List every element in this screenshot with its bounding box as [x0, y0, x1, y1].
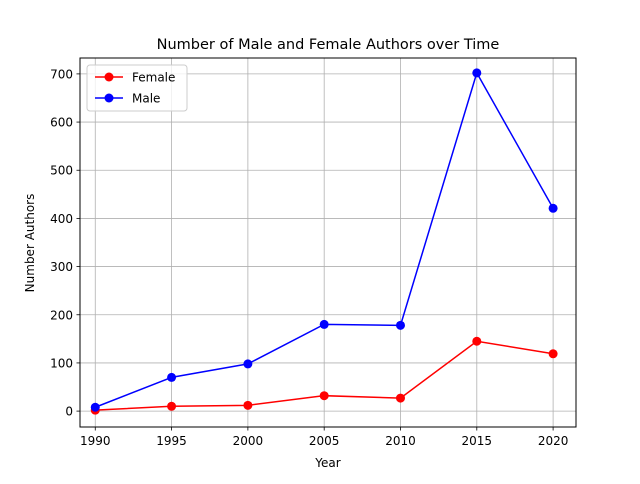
female-data-point	[472, 336, 482, 346]
y-tick-label: 300	[50, 260, 73, 274]
male-data-point	[472, 68, 482, 78]
ticks: 1990 1995 2000 2005 2010 2015 2020 0 100 200 300 40…	[50, 67, 568, 448]
x-tick-label: 1995	[156, 434, 187, 448]
female-data-point	[319, 391, 329, 401]
grid	[80, 58, 576, 427]
male-data-point	[243, 359, 253, 369]
male-legend-marker	[104, 93, 114, 103]
male-data-point	[167, 372, 177, 382]
y-tick-label: 700	[50, 67, 73, 81]
x-tick-label: 2005	[309, 434, 340, 448]
male-data-point	[319, 319, 329, 329]
x-tick-label: 1990	[80, 434, 111, 448]
y-tick-label: 100	[50, 356, 73, 370]
female-legend-label: Female	[132, 71, 175, 85]
male-data-point	[90, 402, 100, 412]
x-tick-label: 2000	[233, 434, 264, 448]
y-tick-label: 600	[50, 116, 73, 130]
y-tick-label: 400	[50, 212, 73, 226]
x-axis-label: Year	[314, 456, 340, 470]
female-data-point	[548, 349, 558, 359]
female-data-point	[395, 393, 405, 403]
female-data-point	[243, 400, 253, 410]
series-layer	[90, 68, 558, 415]
chart-title: Number of Male and Female Authors over T…	[157, 37, 500, 53]
female-legend-marker	[104, 72, 114, 82]
female-data-point	[167, 401, 177, 411]
y-tick-label: 0	[65, 405, 73, 419]
male-legend-label: Male	[132, 92, 160, 106]
x-tick-label: 2015	[462, 434, 493, 448]
x-tick-label: 2020	[538, 434, 569, 448]
y-axis-label: Number Authors	[23, 194, 37, 293]
plot-frame	[79, 57, 577, 428]
male-data-point	[395, 320, 405, 330]
y-tick-label: 500	[50, 164, 73, 178]
male-data-point	[548, 203, 558, 213]
y-tick-label: 200	[50, 308, 73, 322]
legend: Female Male	[86, 64, 188, 112]
x-tick-label: 2010	[385, 434, 416, 448]
